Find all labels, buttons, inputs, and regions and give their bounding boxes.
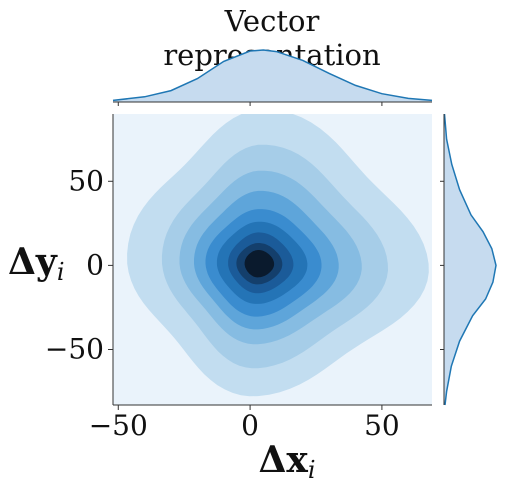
marginal-x-density xyxy=(113,50,432,106)
y-tick-label: −50 xyxy=(45,332,104,365)
marginal-y-density xyxy=(440,114,496,405)
y-tick-label: 0 xyxy=(86,248,104,281)
contour-group xyxy=(113,109,432,405)
x-tick-label: 50 xyxy=(364,409,400,442)
x-axis-label: Δxi xyxy=(258,439,315,483)
kde-contour-plot xyxy=(113,109,432,405)
x-tick-label: 0 xyxy=(241,409,259,442)
x-tick-label: −50 xyxy=(89,409,148,442)
marginal-y-fill xyxy=(444,114,496,405)
y-tick-label: 50 xyxy=(68,164,104,197)
y-axis-label: Δyi xyxy=(8,241,65,286)
